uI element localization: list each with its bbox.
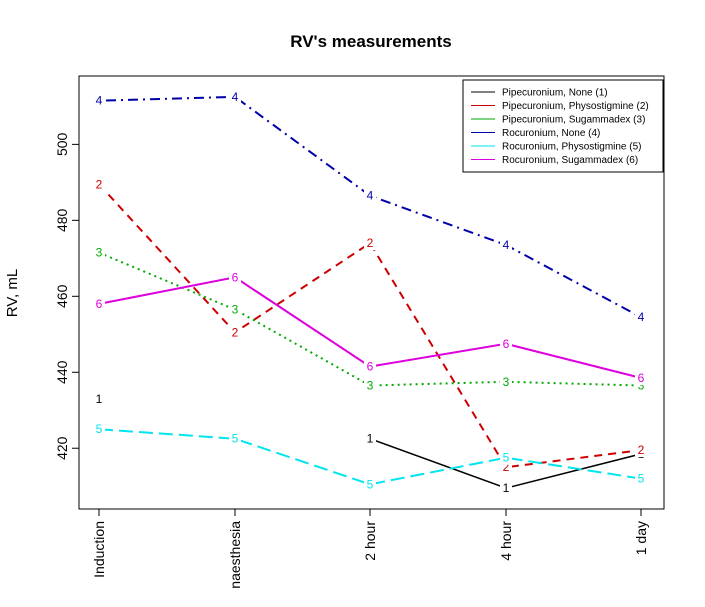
y-tick-label: 460 — [54, 284, 70, 308]
point-label: 3 — [638, 379, 645, 393]
point-label-bg — [635, 443, 647, 458]
point-label-bg — [500, 450, 512, 465]
point-label: 2 — [638, 443, 645, 457]
chart-title: RV's measurements — [290, 32, 452, 51]
y-axis: 420 440 460 480 500 — [54, 132, 79, 460]
legend-entry: Rocuronium, Physostigmine (5) — [502, 142, 642, 153]
legend-entry: Pipecuronium, Sugammadex (3) — [502, 115, 645, 126]
point-label-bg — [635, 310, 647, 325]
point-label: 4 — [232, 90, 239, 104]
y-tick-label: 420 — [54, 436, 70, 460]
x-tick-label: 1 day — [633, 521, 649, 555]
legend-entry: Rocuronium, None (4) — [502, 128, 600, 139]
x-tick-label: Induction — [91, 521, 107, 578]
y-tick-label: 500 — [54, 132, 70, 156]
point-label-bg — [364, 477, 376, 492]
point-label: 3 — [232, 303, 239, 317]
plot-frame — [78, 75, 665, 510]
point-label-bg — [500, 238, 512, 253]
point-label: 3 — [367, 379, 374, 393]
point-label: 5 — [367, 477, 374, 491]
y-tick-label: 480 — [54, 208, 70, 232]
point-label: 6 — [367, 360, 374, 374]
point-label-bg — [93, 296, 105, 311]
point-label-bg — [93, 93, 105, 108]
legend: Pipecuronium, None (1) Pipecuronium, Phys… — [462, 79, 664, 173]
point-label-bg — [364, 236, 376, 251]
point-label-bg — [93, 391, 105, 406]
point-label: 6 — [503, 337, 510, 351]
y-tick-label: 440 — [54, 360, 70, 384]
point-label-bg — [93, 422, 105, 437]
point-label: 6 — [96, 297, 103, 311]
point-label: 1 — [96, 392, 103, 406]
point-label-bg — [500, 336, 512, 351]
point-label: 1 — [367, 432, 374, 446]
point-label: 2 — [503, 460, 510, 474]
legend-entry: Pipecuronium, Physostigmine (2) — [502, 101, 649, 112]
point-label-bg — [635, 370, 647, 385]
x-tick-label: naesthesia — [227, 521, 243, 589]
series-line-4 — [98, 95, 642, 319]
legend-entry: Pipecuronium, None (1) — [502, 88, 608, 99]
series-line-2 — [98, 183, 642, 469]
point-label-bg — [229, 302, 241, 317]
x-tick-label: 4 hour — [498, 521, 514, 561]
x-axis: Induction naesthesia 2 hour 4 hour 1 day — [91, 509, 649, 589]
point-label: 4 — [503, 238, 510, 252]
point-label: 5 — [96, 422, 103, 436]
point-label-bg — [364, 188, 376, 203]
point-label: 2 — [96, 177, 103, 191]
point-label: 5 — [638, 472, 645, 486]
point-label-bg — [93, 245, 105, 260]
legend-box — [462, 79, 664, 173]
point-label-bg — [229, 270, 241, 285]
legend-entry: Rocuronium, Sugammadex (6) — [502, 155, 638, 166]
point-label-bg — [500, 374, 512, 389]
point-label: 5 — [232, 432, 239, 446]
point-label: 6 — [638, 371, 645, 385]
point-label: 2 — [232, 325, 239, 339]
point-label: 3 — [96, 246, 103, 260]
point-label-bg — [364, 359, 376, 374]
point-label-bg — [93, 177, 105, 192]
point-label-bg — [364, 378, 376, 393]
x-tick-label: 2 hour — [362, 521, 378, 561]
point-label-bg — [364, 431, 376, 446]
point-label: 4 — [96, 94, 103, 108]
point-label: 5 — [503, 451, 510, 465]
point-label-bg — [229, 431, 241, 446]
point-label-bg — [229, 89, 241, 104]
series-line-5 — [98, 428, 642, 486]
point-label-bg — [635, 471, 647, 486]
point-label-bg — [500, 481, 512, 496]
point-label-bg — [229, 325, 241, 340]
point-label: 3 — [503, 375, 510, 389]
point-label: 6 — [232, 270, 239, 284]
point-label: 4 — [367, 189, 374, 203]
y-axis-label: RV, mL — [4, 269, 21, 317]
point-label: 4 — [638, 310, 645, 324]
point-labels: 11112222233333444445555566666 — [93, 89, 647, 496]
point-label: 2 — [367, 236, 374, 250]
point-label: 1 — [503, 481, 510, 495]
